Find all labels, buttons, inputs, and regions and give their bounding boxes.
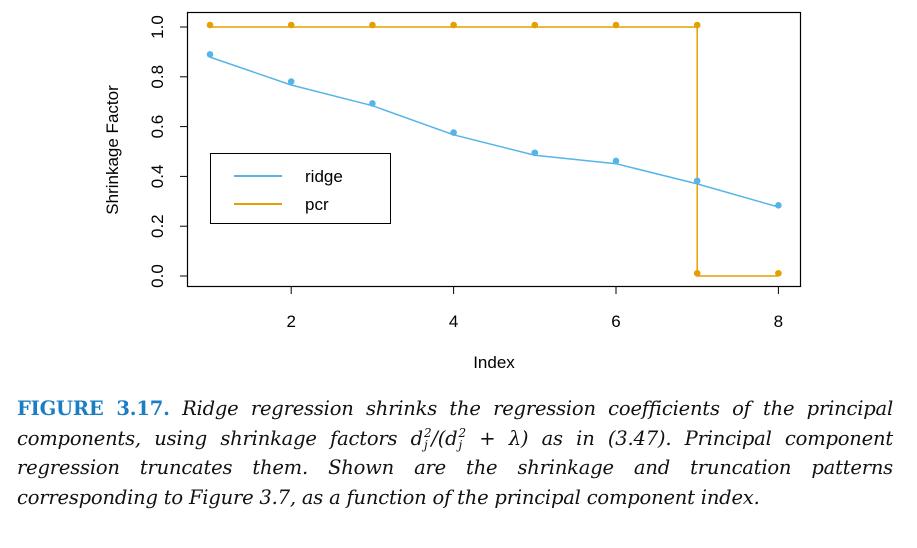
y-tick-label: 0.2 (148, 214, 167, 238)
caption-text-2: as in (3.47). Principal component regres… (17, 426, 894, 509)
ridge-point (775, 201, 782, 209)
y-axis-label: Shrinkage Factor (103, 85, 122, 215)
ridge-line (209, 56, 779, 208)
figure-label: FIGURE 3.17. (17, 397, 170, 420)
x-tick-label: 8 (774, 312, 783, 331)
ridge-point (450, 129, 457, 136)
pcr-point (206, 21, 214, 29)
y-tick-label: 0.8 (148, 65, 167, 89)
pcr-line (210, 26, 779, 277)
y-tick-label: 0.4 (148, 165, 167, 189)
ridge-point (287, 78, 295, 85)
y-tick-label: 0.6 (148, 115, 167, 139)
pcr-point (450, 21, 457, 29)
x-tick-label: 2 (286, 312, 295, 331)
ridge-point (369, 100, 376, 107)
x-axis-label: Index (473, 353, 515, 372)
legend: ridge pcr (210, 153, 391, 224)
legend-ridge-label: ridge (305, 167, 343, 186)
ridge-point (206, 51, 214, 58)
ridge-point (612, 157, 620, 165)
legend-box (210, 153, 391, 224)
legend-pcr-label: pcr (305, 195, 329, 214)
figure-caption: FIGURE 3.17. Ridge regression shrinks th… (17, 394, 893, 512)
pcr-point (693, 21, 701, 29)
pcr-point (369, 21, 376, 29)
x-tick-label: 4 (449, 312, 458, 331)
pcr-point (612, 21, 620, 29)
ridge-point (531, 149, 539, 157)
shrinkage-formula: d 2 j/(d 2 j + λ) (410, 426, 529, 452)
y-tick-label: 0.0 (148, 264, 167, 288)
y-tick-label: 1.0 (148, 15, 167, 39)
pcr-point (531, 21, 539, 29)
pcr-point (775, 269, 782, 277)
pcr-point (287, 21, 295, 29)
caption-text-1: Ridge regression shrinks the regression … (17, 397, 893, 450)
ridge-point (693, 177, 701, 185)
x-tick-label: 6 (611, 312, 620, 331)
pcr-point (693, 269, 701, 277)
plot-frame (186, 11, 802, 288)
shrinkage-chart: 2 4 6 8 0.0 0.2 0.4 0.6 0.8 1.0 Index Shrinkage F… (103, 11, 802, 372)
